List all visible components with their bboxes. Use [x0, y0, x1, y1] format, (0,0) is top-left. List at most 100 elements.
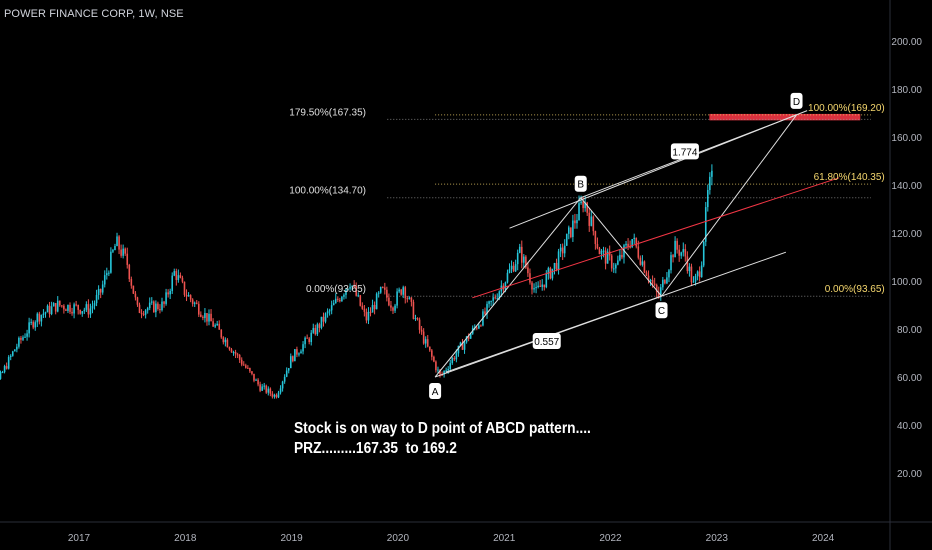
candle-body	[670, 255, 672, 271]
candle-body	[97, 288, 100, 295]
candle-body	[40, 314, 43, 322]
candle-body	[627, 243, 629, 247]
candle-body	[332, 303, 335, 306]
candle-body	[398, 289, 400, 292]
candle-body	[20, 337, 22, 340]
candle-body	[167, 292, 169, 295]
candle-body	[16, 346, 18, 350]
candle-body	[570, 227, 572, 238]
candle-body	[9, 355, 12, 358]
candle-body	[379, 287, 382, 293]
candle-body	[124, 248, 126, 254]
candle-body	[688, 266, 691, 272]
candle-body	[553, 262, 556, 269]
candle-body	[5, 366, 8, 369]
candle-body	[234, 352, 237, 355]
x-tick-label: 2019	[280, 533, 303, 544]
annotation-line-1: Stock is on way to D point of ABCD patte…	[294, 420, 591, 437]
candle-body	[255, 379, 257, 381]
candle-body	[449, 363, 452, 370]
candle-body	[535, 287, 537, 289]
candle-body	[610, 255, 613, 269]
candle-body	[118, 236, 120, 250]
candle-body	[296, 349, 298, 355]
x-tick-label: 2022	[599, 533, 622, 544]
candle-body	[277, 392, 280, 398]
candle-body	[506, 272, 509, 283]
candle-body	[602, 250, 605, 252]
candle-body	[30, 321, 32, 323]
fib-level-label-right: 0.00%(93.65)	[825, 284, 885, 295]
channel-lower-line	[445, 251, 787, 373]
candle-body	[672, 255, 674, 258]
candle-body	[238, 354, 241, 360]
candle-body	[641, 261, 644, 265]
candle-body	[369, 311, 372, 313]
pattern-leg-bc	[580, 197, 662, 297]
candle-body	[435, 361, 437, 371]
candle-body	[195, 302, 198, 304]
candle-body	[508, 269, 511, 273]
candle-body	[206, 313, 208, 322]
candle-body	[263, 385, 266, 387]
candle-body	[101, 284, 104, 293]
candle-body	[414, 318, 417, 320]
pattern-point-label: D	[793, 97, 800, 108]
candle-body	[110, 251, 112, 273]
candle-body	[314, 327, 317, 335]
candle-body	[83, 309, 86, 312]
candle-body	[0, 372, 2, 379]
candle-body	[551, 268, 554, 279]
candle-body	[420, 329, 423, 332]
candle-body	[559, 247, 562, 252]
candle-body	[214, 325, 216, 327]
candle-body	[202, 316, 204, 318]
candle-body	[310, 332, 313, 343]
candle-body	[218, 323, 221, 330]
y-tick-label: 20.00	[897, 469, 922, 480]
candle-body	[418, 319, 421, 330]
candle-body	[130, 279, 133, 286]
pattern-leg-cd	[661, 114, 797, 297]
candle-body	[525, 256, 527, 268]
candle-body	[304, 337, 306, 345]
candle-body	[189, 295, 192, 300]
candle-body	[122, 248, 124, 256]
candle-body	[700, 265, 703, 278]
ratio-label-box	[532, 333, 561, 349]
candle-body	[271, 393, 274, 397]
candle-body	[259, 384, 261, 391]
candle-body	[561, 247, 564, 254]
candle-body	[531, 282, 533, 290]
candle-body	[543, 284, 546, 288]
candle-body	[484, 311, 486, 314]
candle-body	[140, 312, 143, 314]
candle-body	[586, 202, 588, 213]
candle-body	[617, 260, 619, 265]
candle-body	[635, 237, 638, 247]
candle-body	[265, 385, 268, 393]
candle-body	[318, 324, 321, 328]
candle-body	[459, 342, 462, 346]
candle-body	[662, 279, 664, 288]
candle-body	[103, 275, 106, 285]
candle-body	[285, 370, 288, 377]
candle-body	[95, 294, 98, 304]
fib-level-label-right: 100.00%(169.20)	[808, 103, 885, 114]
annotation-line-2: PRZ.........167.35 to 169.2	[294, 440, 457, 457]
candle-body	[545, 274, 548, 288]
candle-body	[79, 309, 82, 314]
candle-body	[336, 298, 339, 300]
candle-body	[433, 356, 435, 362]
candle-body	[547, 268, 550, 275]
channel-upper-line	[509, 110, 808, 229]
candle-body	[367, 311, 370, 321]
candle-body	[668, 270, 670, 278]
candle-body	[230, 349, 233, 353]
candle-body	[707, 190, 709, 208]
x-tick-label: 2017	[68, 533, 91, 544]
candle-body	[106, 273, 108, 276]
candle-body	[686, 256, 689, 272]
candle-body	[298, 353, 300, 355]
